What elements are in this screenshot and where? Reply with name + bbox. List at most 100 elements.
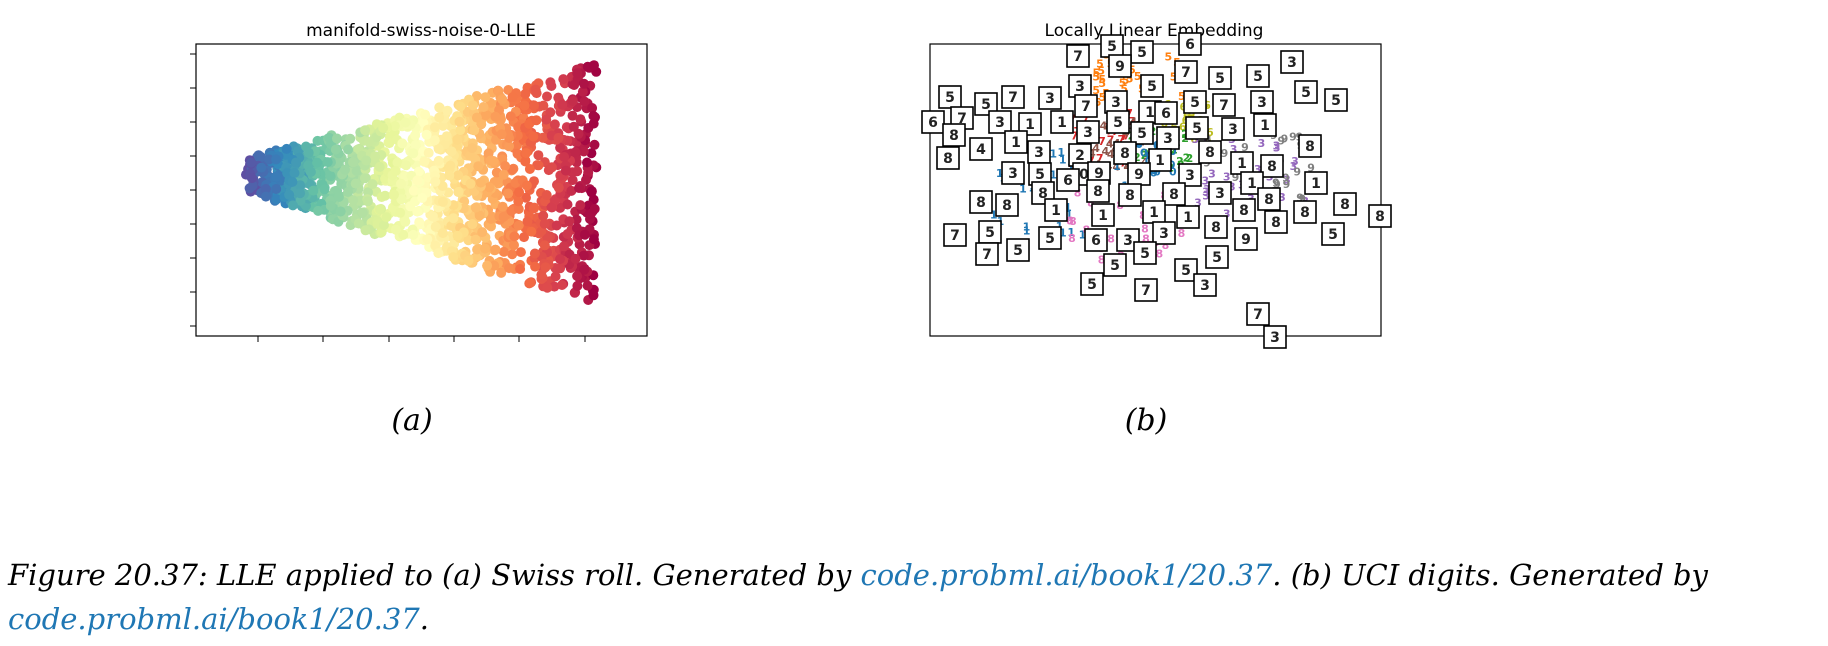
scatter-point [480, 92, 491, 103]
digit-thumbnail: 7 [1212, 93, 1236, 117]
scatter-point [291, 157, 301, 168]
scatter-point [575, 200, 586, 211]
digit-thumbnail: 9 [1108, 54, 1132, 78]
scatter-point [529, 100, 539, 111]
digit-thumbnail: 5 [1183, 90, 1207, 114]
scatter-point [417, 193, 428, 203]
digit-thumbnail: 7 [943, 223, 967, 247]
scatter-point [562, 199, 573, 210]
scatter-point [412, 175, 423, 186]
scatter-point [572, 68, 583, 79]
digit-label: 3 [1273, 139, 1281, 152]
digit-thumbnail: 3 [1193, 273, 1217, 297]
scatter-point [303, 147, 314, 158]
scatter-point [588, 234, 599, 245]
scatter-point [448, 252, 459, 263]
thumbnail-digit: 5 [1331, 93, 1341, 109]
scatter-point [325, 200, 336, 211]
digit-thumbnail: 1 [1091, 203, 1115, 227]
thumbnail-digit: 5 [1215, 71, 1225, 87]
scatter-point [380, 190, 391, 201]
thumbnail-digit: 1 [1145, 105, 1155, 121]
scatter-point [390, 166, 401, 176]
caption-link-1[interactable]: code.probml.ai/book1/20.37 [860, 558, 1273, 592]
scatter-point [246, 157, 257, 168]
digit-label: 1 [1067, 162, 1075, 175]
scatter-point [284, 189, 295, 200]
scatter-point [470, 202, 481, 213]
scatter-point [586, 148, 597, 159]
scatter-point [408, 148, 419, 159]
digit-thumbnail: 5 [1130, 121, 1154, 145]
scatter-point [437, 181, 448, 191]
digit-label: 5 [1120, 83, 1128, 96]
scatter-point [498, 211, 509, 222]
scatter-point [420, 109, 431, 120]
caption-text-1: LLE applied to (a) Swiss roll. Generated… [216, 558, 861, 592]
scatter-point [480, 243, 491, 254]
digit-thumbnail: 7 [1074, 94, 1098, 118]
scatter-point [271, 171, 281, 182]
panel-a-plot [190, 43, 648, 342]
scatter-point [295, 180, 306, 191]
scatter-point [531, 115, 542, 126]
thumbnail-digit: 7 [1141, 283, 1151, 299]
caption-link-2[interactable]: code.probml.ai/book1/20.37 [8, 602, 420, 636]
scatter-point [567, 175, 578, 186]
thumbnail-digit: 3 [1111, 95, 1121, 111]
digit-thumbnail: 8 [942, 123, 966, 147]
thumbnail-digit: 9 [1241, 232, 1251, 248]
scatter-point [515, 247, 526, 258]
scatter-point [549, 119, 560, 130]
digit-label: 6 [1179, 120, 1187, 133]
thumbnail-digit: 1 [1025, 117, 1035, 133]
scatter-point [421, 129, 432, 140]
scatter-point [465, 178, 476, 189]
digit-label: 4 [1106, 137, 1114, 150]
thumbnail-digit: 6 [1063, 173, 1073, 189]
digit-thumbnail: 3 [1152, 221, 1176, 245]
scatter-point [519, 232, 529, 243]
thumbnail-digit: 1 [1260, 118, 1270, 134]
scatter-point [589, 60, 599, 71]
digit-thumbnail: 8 [1232, 198, 1256, 222]
scatter-point [482, 260, 493, 271]
digit-label: 9 [1277, 135, 1285, 148]
digit-thumbnail: 8 [1368, 204, 1392, 228]
scatter-point [442, 105, 453, 116]
digit-label: 8 [1069, 215, 1077, 228]
scatter-point [414, 217, 425, 228]
scatter-point [463, 255, 474, 266]
thumbnail-digit: 7 [1219, 98, 1229, 114]
scatter-point [562, 229, 573, 239]
digit-label: 9 [1273, 178, 1281, 191]
digit-label: 5 [1119, 77, 1127, 90]
digit-label: 3 [1202, 190, 1210, 203]
thumbnail-digit: 1 [1155, 153, 1165, 169]
digit-thumbnail: 5 [1324, 88, 1348, 112]
digit-label: 1 [1079, 228, 1087, 241]
scatter-point [555, 254, 565, 265]
scatter-point [467, 143, 478, 154]
scatter-point [271, 194, 282, 205]
digit-label: 1 [1059, 227, 1067, 240]
scatter-point [361, 155, 372, 166]
thumbnail-digit: 6 [1161, 106, 1171, 122]
digit-thumbnail: 3 [1178, 163, 1202, 187]
digit-label: 5 [1126, 73, 1134, 86]
scatter-point [504, 263, 515, 274]
scatter-point [546, 162, 557, 173]
thumbnail-digit: 5 [1301, 85, 1311, 101]
scatter-point [570, 253, 581, 264]
digit-label: 4 [1112, 161, 1120, 174]
scatter-point [521, 180, 532, 191]
scatter-point [322, 157, 333, 168]
digit-thumbnail: 5 [1174, 258, 1198, 282]
thumbnail-digit: 8 [943, 151, 953, 167]
scatter-point [335, 206, 346, 217]
scatter-point [305, 167, 316, 177]
scatter-point [551, 220, 562, 231]
thumbnail-digit: 5 [1087, 277, 1097, 293]
scatter-point [504, 141, 515, 152]
digit-label: 7 [1107, 133, 1115, 146]
